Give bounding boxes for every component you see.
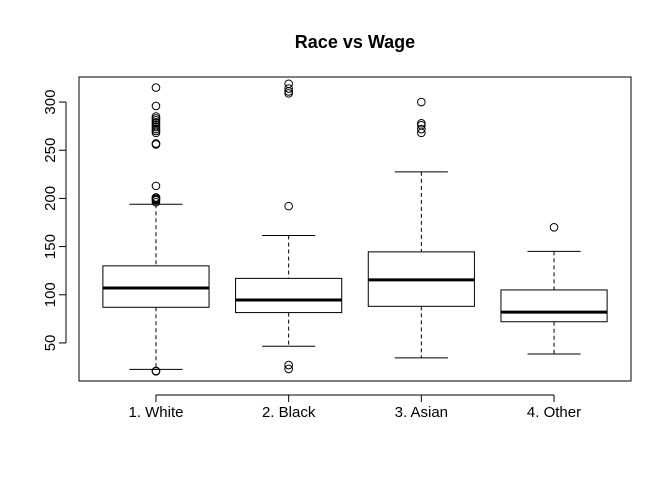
y-tick-label: 250 (42, 138, 59, 163)
boxes-group (102, 79, 608, 376)
x-tick-label: 3. Asian (395, 404, 448, 421)
y-axis: 50 100 150 200 250 300 (42, 90, 67, 352)
outlier-point (151, 366, 161, 376)
outlier-point (151, 181, 161, 191)
outlier-point (417, 118, 426, 128)
outlier-point (417, 124, 426, 134)
box-3 (367, 97, 475, 359)
outlier-point (284, 79, 293, 89)
chart-title: Race vs Wage (295, 32, 415, 52)
outlier-point (151, 112, 161, 121)
outlier-point (284, 360, 293, 370)
y-tick-label: 150 (42, 234, 59, 259)
box-4 (500, 223, 608, 355)
outlier-point (151, 83, 161, 92)
x-tick-label: 1. White (128, 404, 183, 421)
outlier-point (151, 193, 161, 202)
outlier-point (151, 101, 161, 111)
box-2 (235, 79, 343, 374)
iqr-box (500, 289, 608, 323)
x-tick-label: 2. Black (262, 404, 316, 421)
iqr-box (235, 277, 343, 314)
x-axis: 1. White 2. Black 3. Asian 4. Other (128, 394, 581, 421)
outlier-point (284, 364, 293, 374)
outlier-point (417, 97, 426, 107)
box-1 (102, 83, 210, 376)
outlier-point (284, 201, 293, 211)
outlier-point (151, 139, 161, 148)
y-tick-label: 300 (42, 90, 59, 115)
x-tick-label: 4. Other (527, 404, 581, 421)
y-tick-label: 200 (42, 186, 59, 211)
outlier-point (549, 223, 559, 232)
y-tick-label: 50 (42, 335, 59, 352)
outlier-point (284, 84, 293, 93)
y-tick-label: 100 (42, 282, 59, 307)
plot-frame (78, 76, 632, 382)
